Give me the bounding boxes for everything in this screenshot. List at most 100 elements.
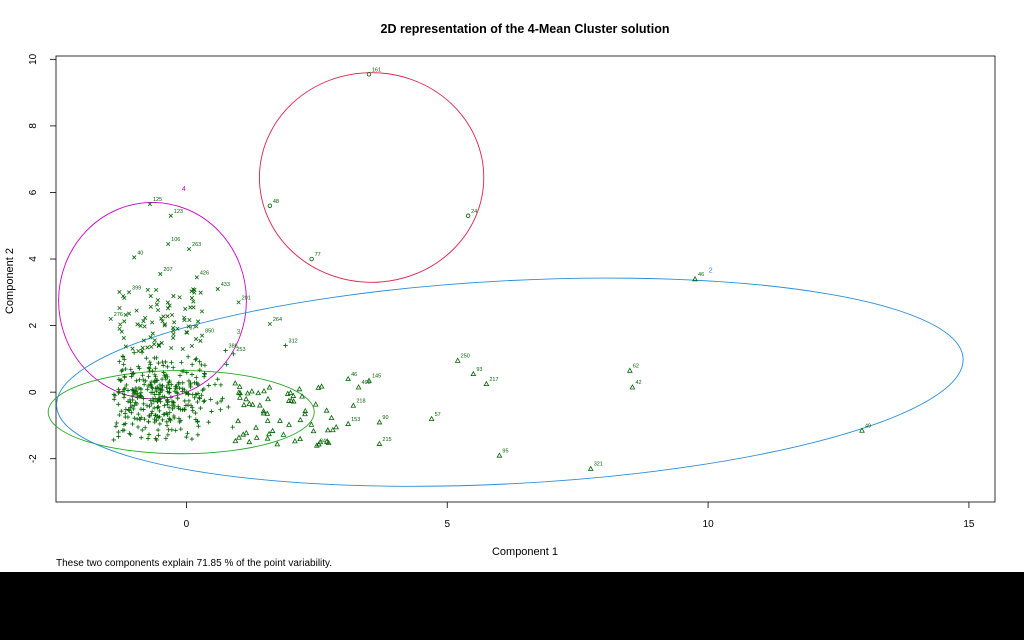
data-point	[198, 405, 203, 411]
data-point	[155, 405, 160, 410]
data-point	[169, 427, 175, 433]
data-point	[121, 362, 126, 367]
data-point	[171, 335, 176, 340]
data-point	[185, 354, 191, 359]
data-point	[161, 363, 166, 368]
point-label: 218	[356, 398, 365, 404]
data-point	[191, 299, 196, 304]
point-label: 46	[698, 272, 704, 278]
x-tick-label: 5	[444, 519, 450, 530]
data-point	[297, 416, 304, 423]
point-label: 426	[200, 270, 209, 276]
data-point	[226, 404, 231, 410]
data-point	[266, 384, 273, 390]
data-point	[195, 319, 201, 324]
point-label: 49	[865, 423, 871, 429]
data-point	[169, 382, 174, 387]
data-point	[130, 346, 135, 351]
x-tick-label: 10	[703, 519, 715, 530]
data-point	[196, 395, 202, 400]
data-point	[287, 389, 294, 395]
data-point	[177, 419, 182, 425]
labeled-point	[376, 440, 383, 446]
data-point	[165, 314, 170, 319]
data-point	[192, 290, 197, 295]
labeled-point	[199, 333, 205, 338]
data-point	[180, 346, 185, 352]
data-point	[198, 338, 203, 343]
data-point	[265, 395, 271, 402]
data-point	[153, 366, 158, 371]
data-point	[151, 399, 157, 404]
data-point	[140, 373, 145, 378]
data-point	[193, 336, 199, 342]
data-point	[266, 430, 272, 437]
data-point	[114, 420, 119, 426]
data-point	[131, 370, 136, 376]
data-point	[141, 338, 146, 343]
data-point	[122, 375, 127, 380]
data-point	[133, 385, 139, 391]
data-point	[155, 298, 160, 303]
data-point	[148, 335, 153, 340]
chart-title: 2D representation of the 4-Mean Cluster …	[381, 22, 670, 36]
data-point	[141, 401, 146, 407]
data-point	[146, 365, 152, 370]
data-point	[147, 368, 152, 374]
data-point	[164, 385, 169, 390]
data-point	[141, 319, 146, 324]
data-point	[243, 429, 250, 436]
data-point	[157, 390, 163, 395]
x-tick-label: 15	[963, 519, 975, 530]
point-label: 217	[489, 377, 498, 383]
data-point	[160, 359, 165, 365]
data-point	[199, 393, 204, 398]
data-point	[145, 436, 151, 441]
cluster-scatter-chart: 2D representation of the 4-Mean Cluster …	[4, 22, 996, 558]
data-point	[127, 408, 132, 413]
data-point	[256, 402, 263, 408]
data-point	[189, 436, 195, 442]
data-point	[122, 392, 127, 397]
data-point	[143, 378, 148, 384]
data-point	[260, 410, 267, 416]
data-point	[174, 390, 180, 395]
data-point	[165, 402, 170, 407]
variability-caption: These two components explain 71.85 % of …	[56, 558, 333, 569]
data-point	[138, 406, 144, 412]
data-point	[158, 399, 163, 404]
data-point	[121, 387, 127, 392]
data-point	[128, 367, 133, 372]
data-point	[148, 304, 153, 309]
data-point	[269, 427, 276, 433]
cluster-ellipses: 423	[47, 72, 964, 487]
data-point	[123, 344, 128, 349]
data-point	[329, 426, 336, 433]
y-tick-label: 0	[28, 389, 39, 395]
point-label: 123	[174, 209, 183, 215]
labeled-point	[428, 415, 435, 421]
data-point	[182, 318, 187, 323]
point-label: 42	[635, 380, 641, 386]
data-point	[128, 432, 133, 437]
data-point	[176, 381, 181, 387]
data-point	[179, 360, 184, 365]
data-point	[157, 397, 162, 402]
data-point	[164, 423, 170, 428]
data-point	[171, 413, 177, 419]
data-point	[318, 383, 325, 389]
data-point	[193, 410, 198, 416]
data-point	[135, 424, 141, 430]
data-point	[208, 397, 213, 402]
labeled-point	[470, 370, 477, 377]
data-point	[156, 360, 161, 366]
data-point	[235, 417, 241, 424]
data-point	[180, 380, 185, 385]
data-point	[145, 287, 150, 292]
plot-area: 2D representation of the 4-Mean Cluster …	[0, 0, 1024, 572]
data-point	[138, 323, 143, 328]
data-point	[175, 326, 180, 331]
y-tick-label: 2	[28, 322, 39, 328]
point-label: 145	[372, 374, 381, 380]
data-point	[157, 408, 162, 414]
